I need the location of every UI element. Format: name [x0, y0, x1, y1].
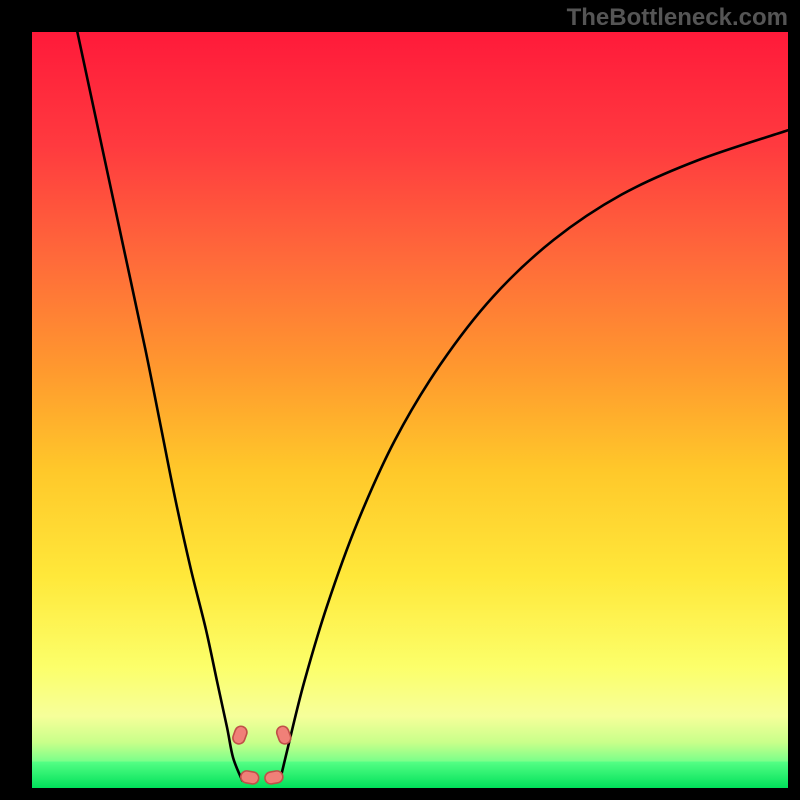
plot-area — [32, 32, 788, 788]
left-curve — [77, 32, 242, 780]
green-zone — [32, 762, 788, 788]
valley-marker — [275, 725, 292, 746]
right-curve — [280, 130, 788, 780]
chart-svg — [32, 32, 788, 788]
valley-marker — [231, 725, 248, 746]
canvas-background: TheBottleneck.com — [0, 0, 800, 800]
watermark-text: TheBottleneck.com — [567, 4, 788, 32]
